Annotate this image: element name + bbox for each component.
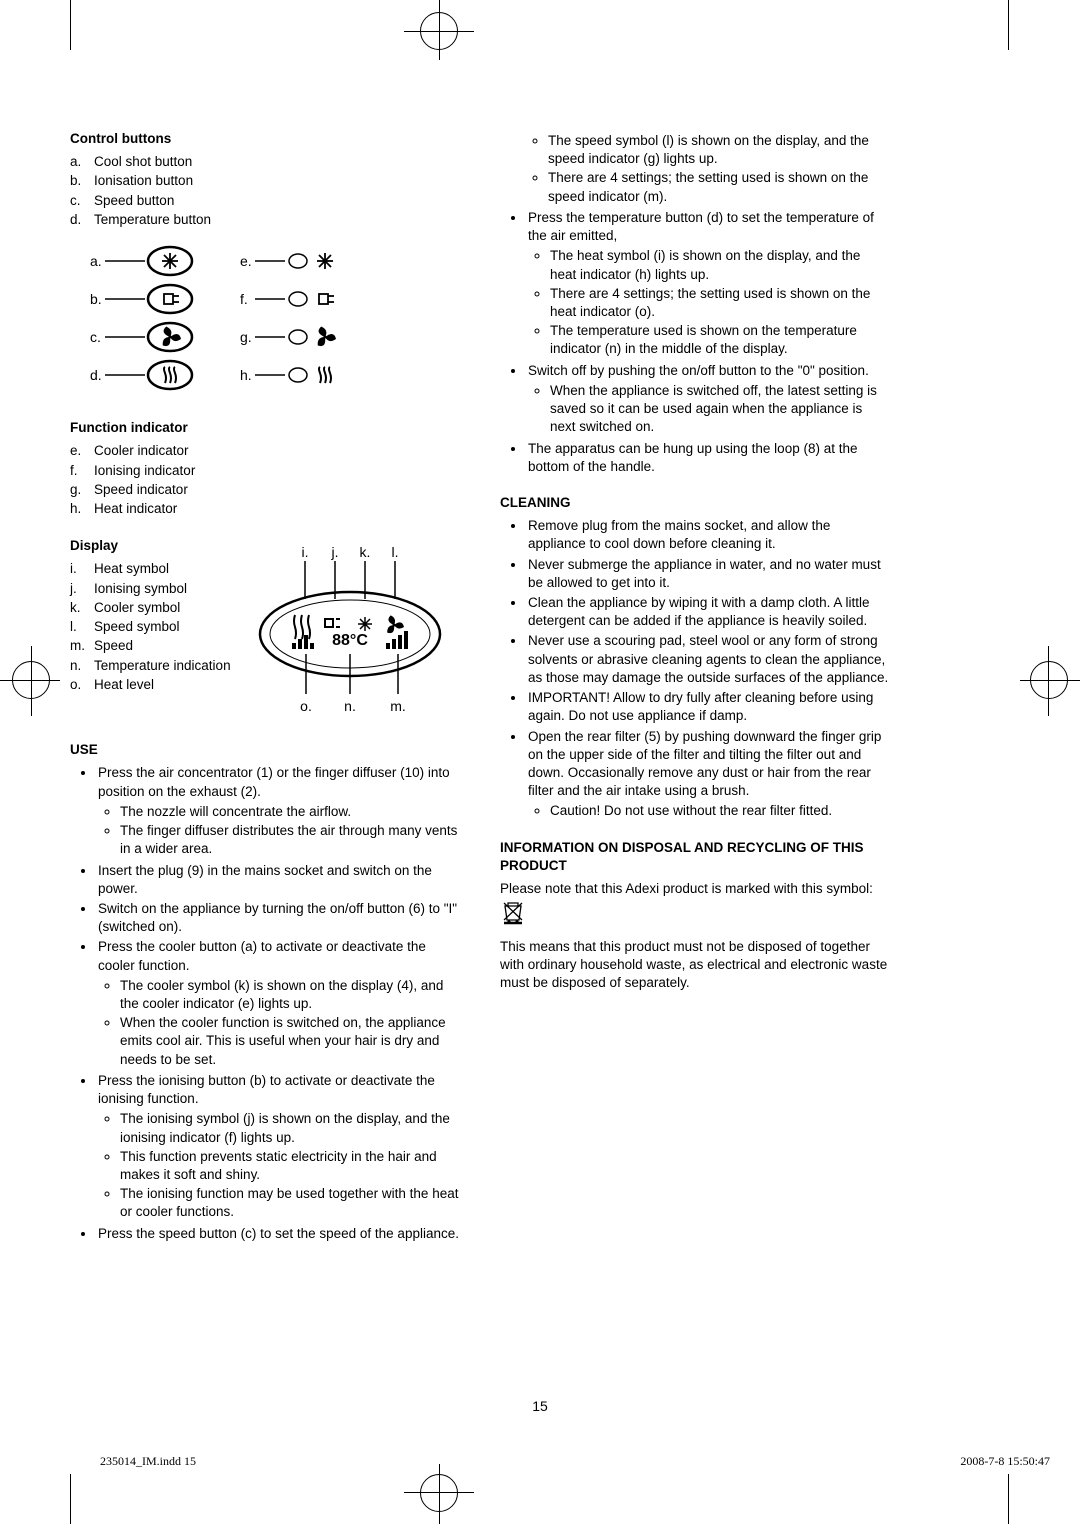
svg-text:o.: o. [300, 698, 312, 714]
list-item: Press the cooler button (a) to activate … [96, 938, 460, 1069]
list-item: Insert the plug (9) in the mains socket … [96, 862, 460, 898]
list-item: f.Ionising indicator [70, 462, 460, 480]
list-item: The ionising symbol (j) is shown on the … [120, 1110, 460, 1146]
heading-use: USE [70, 741, 460, 759]
list-item: The cooler symbol (k) is shown on the di… [120, 977, 460, 1013]
list-item: The finger diffuser distributes the air … [120, 822, 460, 858]
footer-right: 2008-7-8 15:50:47 [960, 1454, 1050, 1469]
list-item: The apparatus can be hung up using the l… [526, 440, 890, 476]
list-item: k.Cooler symbol [70, 599, 240, 617]
svg-text:b.: b. [90, 291, 102, 307]
weee-symbol-icon [500, 898, 526, 933]
list-item: a.Cool shot button [70, 153, 460, 171]
use-list: Press the air concentrator (1) or the fi… [70, 764, 460, 1242]
svg-text:88°C: 88°C [332, 632, 368, 649]
list-item: When the cooler function is switched on,… [120, 1014, 460, 1069]
svg-text:c.: c. [90, 329, 101, 345]
control-buttons-list: a.Cool shot buttonb.Ionisation button c.S… [70, 153, 460, 229]
list-item: Press the speed button (c) to set the sp… [96, 1225, 460, 1243]
svg-text:g.: g. [240, 329, 252, 345]
svg-text:j.: j. [331, 544, 339, 560]
list-item: Caution! Do not use without the rear fil… [550, 802, 890, 820]
list-item: Press the temperature button (d) to set … [526, 209, 890, 359]
footer-left: 235014_IM.indd 15 [100, 1454, 196, 1469]
list-item: Switch off by pushing the on/off button … [526, 362, 890, 437]
list-item: Switch on the appliance by turning the o… [96, 900, 460, 936]
svg-text:l.: l. [392, 544, 399, 560]
right-column: The speed symbol (l) is shown on the dis… [500, 130, 890, 1245]
list-item: Never submerge the appliance in water, a… [526, 556, 890, 592]
list-item: j.Ionising symbol [70, 580, 240, 598]
display-list: i.Heat symbol j.Ionising symbolk.Cooler s… [70, 560, 240, 694]
buttons-indicators-diagram: a. b. c. d. e. f. g. h. [70, 241, 460, 401]
list-item: When the appliance is switched off, the … [550, 382, 890, 437]
list-item: IMPORTANT! Allow to dry fully after clea… [526, 689, 890, 725]
list-item: Open the rear filter (5) by pushing down… [526, 728, 890, 821]
heading-display: Display [70, 537, 240, 555]
list-item: The temperature used is shown on the tem… [550, 322, 890, 358]
heading-cleaning: CLEANING [500, 494, 890, 512]
svg-text:f.: f. [240, 291, 248, 307]
list-item: Clean the appliance by wiping it with a … [526, 594, 890, 630]
list-item: Press the ionising button (b) to activat… [96, 1072, 460, 1222]
use-continued-list: Press the temperature button (d) to set … [500, 209, 890, 476]
cleaning-list: Remove plug from the mains socket, and a… [500, 517, 890, 821]
left-column: Control buttons a.Cool shot buttonb.Ioni… [70, 130, 460, 1245]
list-item: The speed symbol (l) is shown on the dis… [548, 132, 890, 168]
svg-text:d.: d. [90, 367, 102, 383]
heading-control-buttons: Control buttons [70, 130, 460, 148]
list-item: There are 4 settings; the setting used i… [550, 285, 890, 321]
list-item: o.Heat level [70, 676, 240, 694]
svg-text:k.: k. [360, 544, 371, 560]
heading-function-indicator: Function indicator [70, 419, 460, 437]
list-item: g.Speed indicator [70, 481, 460, 499]
svg-text:h.: h. [240, 367, 252, 383]
page-number: 15 [532, 1398, 548, 1414]
svg-text:e.: e. [240, 253, 252, 269]
list-item: The nozzle will concentrate the airflow. [120, 803, 460, 821]
list-item: b.Ionisation button [70, 172, 460, 190]
list-item: Remove plug from the mains socket, and a… [526, 517, 890, 553]
disposal-paragraph-2: This means that this product must not be… [500, 938, 890, 993]
list-item: This function prevents static electricit… [120, 1148, 460, 1184]
list-item: Never use a scouring pad, steel wool or … [526, 632, 890, 687]
list-item: e.Cooler indicator [70, 442, 460, 460]
list-item: l.Speed symbol [70, 618, 240, 636]
list-item: d.Temperature button [70, 211, 460, 229]
list-item: n.Temperature indication [70, 657, 240, 675]
list-item: Press the air concentrator (1) or the fi… [96, 764, 460, 858]
list-item: The ionising function may be used togeth… [120, 1185, 460, 1221]
list-item: m.Speed [70, 637, 240, 655]
svg-text:n.: n. [344, 698, 356, 714]
svg-text:m.: m. [390, 698, 406, 714]
svg-text:a.: a. [90, 253, 102, 269]
list-item: There are 4 settings; the setting used i… [548, 169, 890, 205]
disposal-text-1a: Please note that this Adexi product is m… [500, 881, 873, 896]
list-item: i.Heat symbol [70, 560, 240, 578]
display-diagram: i. j. k. l. o. n. m. [250, 539, 450, 719]
list-item: h.Heat indicator [70, 500, 460, 518]
list-item: c.Speed button [70, 192, 460, 210]
list-item: The heat symbol (i) is shown on the disp… [550, 247, 890, 283]
svg-text:i.: i. [302, 544, 309, 560]
disposal-paragraph-1: Please note that this Adexi product is m… [500, 880, 890, 933]
function-indicator-list: e.Cooler indicator f.Ionising indicatorg.… [70, 442, 460, 518]
heading-disposal: INFORMATION ON DISPOSAL AND RECYCLING OF… [500, 839, 890, 875]
